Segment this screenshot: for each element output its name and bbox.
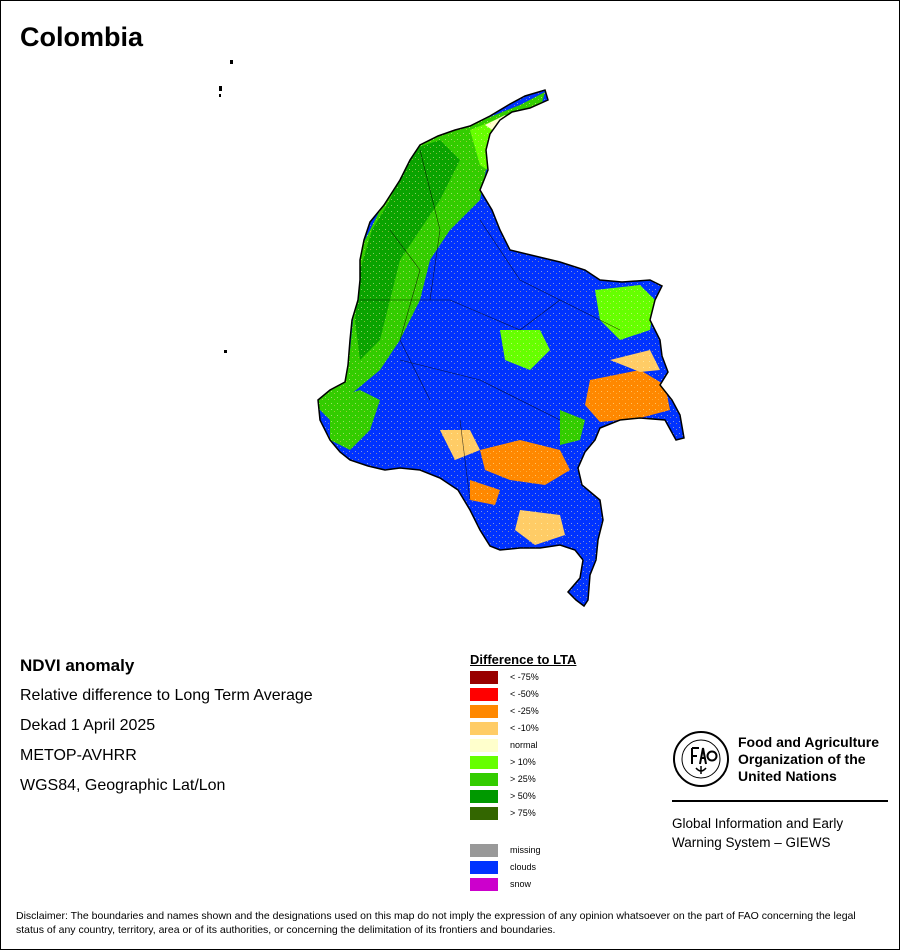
legend-swatch [470,671,498,684]
product-name: NDVI anomaly [20,656,135,675]
country-border [317,89,685,608]
country-shape [317,89,685,608]
legend-swatch [470,790,498,803]
legend-swatch [470,739,498,752]
legend-label: < -50% [510,689,539,699]
legend-label: clouds [510,862,537,872]
legend-label: < -25% [510,706,539,716]
period: Dekad 1 April 2025 [20,717,156,734]
islands [219,60,233,353]
legend-label: > 10% [510,757,536,767]
legend-label: > 75% [510,808,536,818]
legend-swatch [470,878,498,891]
legend-swatch [470,722,498,735]
divider [672,800,888,802]
giews-name: Global Information and Early Warning Sys… [672,816,844,850]
projection: WGS84, Geographic Lat/Lon [20,777,226,794]
legend-label: > 25% [510,774,536,784]
legend-label: snow [510,879,532,889]
product-description: Relative difference to Long Term Average [20,687,313,704]
internal-boundaries [360,149,621,501]
legend-label: normal [510,740,538,750]
legend-swatch [470,688,498,701]
legend-swatch [470,807,498,820]
legend: Difference to LTA < -75% < -50% < -25% < -1… [470,652,590,891]
legend-swatch [470,756,498,769]
legend-label: missing [510,845,541,855]
legend-swatch [470,861,498,874]
sensor: METOP-AVHRR [20,747,137,764]
legend-label: < -10% [510,723,539,733]
fao-name: Food and Agriculture Organization of the… [738,734,880,784]
map-title: Colombia [20,22,144,52]
legend-swatch [470,773,498,786]
legend-swatch [470,705,498,718]
fao-logo-icon [673,731,729,787]
legend-label: < -75% [510,672,539,682]
disclaimer: Disclaimer: The boundaries and names sho… [16,910,856,936]
legend-title: Difference to LTA [470,652,577,667]
legend-swatch [470,844,498,857]
colombia-ndvi-map [219,60,685,608]
legend-label: > 50% [510,791,536,801]
map-info-panel: NDVI anomaly Relative difference to Long… [20,656,313,806]
pixel-texture [318,90,684,606]
